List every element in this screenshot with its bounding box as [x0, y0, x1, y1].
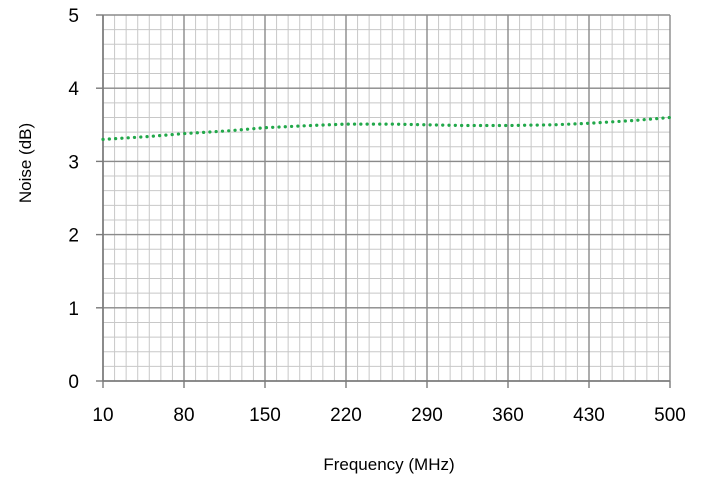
minor-grid [103, 15, 670, 381]
x-tick-label: 500 [654, 405, 686, 426]
x-tick-label: 80 [173, 405, 194, 426]
y-axis-title: Noise (dB) [16, 123, 35, 203]
x-tick-label: 10 [92, 405, 113, 426]
y-tick-label: 5 [68, 6, 79, 27]
major-grid [102, 14, 671, 382]
y-tick-label: 1 [68, 299, 79, 320]
series-layer [101, 115, 672, 141]
axes [96, 14, 671, 388]
x-tick-label: 290 [411, 405, 443, 426]
tick-labels: 0 1 2 3 4 5 10 80 150 220 290 360 430 500 [68, 6, 685, 426]
series-line-0 [101, 115, 672, 141]
x-tick-label: 360 [492, 405, 524, 426]
y-tick-label: 4 [68, 79, 79, 100]
y-tick-label: 3 [68, 152, 79, 173]
x-tick-label: 150 [249, 405, 281, 426]
y-tick-label: 2 [68, 226, 79, 247]
x-axis-title: Frequency (MHz) [323, 455, 454, 474]
x-tick-label: 220 [330, 405, 362, 426]
y-tick-label: 0 [68, 372, 79, 393]
x-tick-label: 430 [573, 405, 605, 426]
